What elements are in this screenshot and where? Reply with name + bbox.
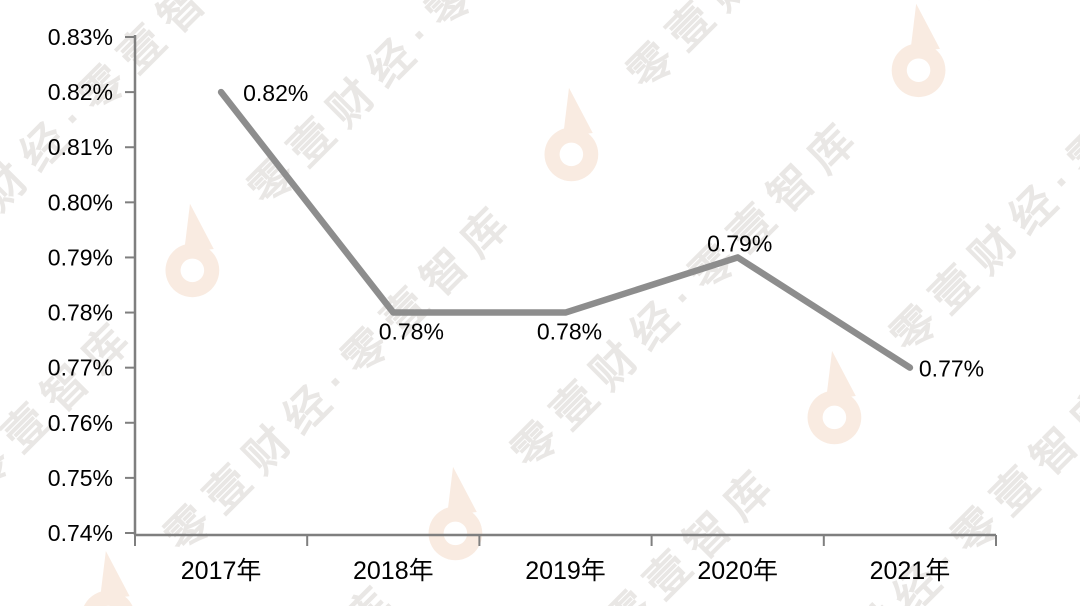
y-tick-label: 0.79% [48, 244, 113, 270]
y-tick-label: 0.75% [48, 465, 113, 491]
data-point-label: 0.78% [537, 319, 602, 345]
y-tick-label: 0.77% [48, 355, 113, 381]
y-tick-label: 0.76% [48, 410, 113, 436]
x-category-label: 2018年 [353, 557, 434, 585]
data-series-line [217, 88, 914, 371]
x-category-label: 2019年 [525, 557, 606, 585]
y-tick-label: 0.78% [48, 300, 113, 326]
y-tick-label: 0.80% [48, 189, 113, 215]
data-point-label: 0.79% [707, 230, 772, 256]
y-tick-label: 0.81% [48, 134, 113, 160]
x-category-label: 2020年 [697, 557, 778, 585]
y-tick-label: 0.83% [48, 24, 113, 50]
y-tick-label: 0.74% [48, 520, 113, 546]
data-point-label: 0.77% [919, 356, 984, 382]
x-category-label: 2017年 [181, 557, 262, 585]
data-point-label: 0.82% [243, 80, 308, 106]
x-category-label: 2021年 [870, 557, 951, 585]
y-tick-label: 0.82% [48, 79, 113, 105]
data-point-label: 0.78% [379, 319, 444, 345]
